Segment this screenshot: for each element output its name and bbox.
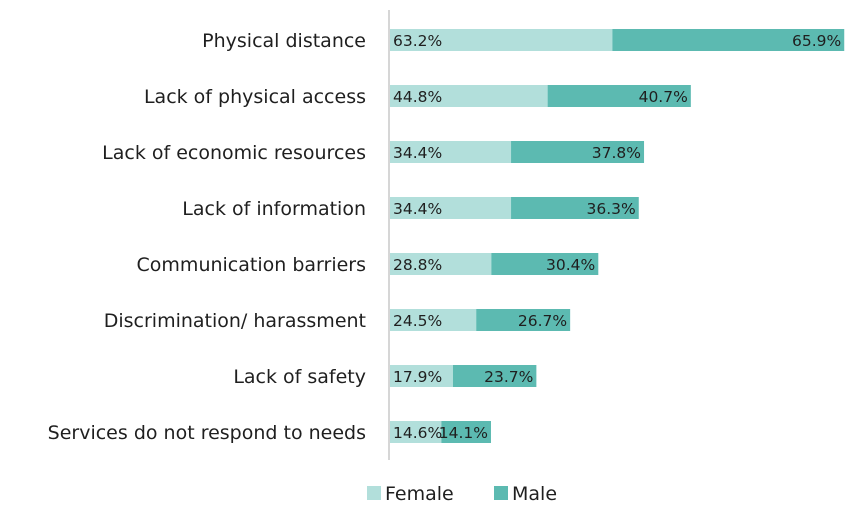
bar-female-lack-of-physical-access: [390, 85, 548, 107]
data-label-male-discrimination-harassment: 26.7%: [518, 312, 567, 330]
data-label-male-services-do-not-respond-to-needs: 14.1%: [439, 424, 488, 442]
bar-female-discrimination-harassment: [390, 309, 477, 331]
bar-female-services-do-not-respond-to-needs: [390, 421, 442, 443]
category-label-lack-of-economic-resources: Lack of economic resources: [102, 142, 366, 164]
bar-female-lack-of-information: [390, 197, 512, 219]
data-label-male-lack-of-physical-access: 40.7%: [639, 88, 688, 106]
category-label-lack-of-safety: Lack of safety: [233, 366, 366, 388]
bar-male-lack-of-safety: [452, 365, 537, 387]
data-label-female-lack-of-information: 34.4%: [393, 200, 442, 218]
data-label-male-communication-barriers: 30.4%: [546, 256, 595, 274]
legend-swatch-male: [494, 486, 508, 500]
category-label-discrimination-harassment: Discrimination/ harassment: [104, 310, 366, 332]
bar-male-lack-of-information: [511, 197, 639, 219]
legend-swatch-female: [367, 486, 381, 500]
category-label-lack-of-information: Lack of information: [182, 198, 366, 220]
bar-female-communication-barriers: [390, 253, 492, 275]
data-label-male-lack-of-safety: 23.7%: [484, 368, 533, 386]
legend-label-male: Male: [512, 483, 557, 505]
category-label-lack-of-physical-access: Lack of physical access: [144, 86, 366, 108]
category-label-physical-distance: Physical distance: [202, 30, 366, 52]
bar-female-lack-of-safety: [390, 365, 453, 387]
data-label-female-discrimination-harassment: 24.5%: [393, 312, 442, 330]
category-label-services-do-not-respond-to-needs: Services do not respond to needs: [48, 422, 366, 444]
data-label-male-physical-distance: 65.9%: [792, 32, 841, 50]
data-label-female-lack-of-economic-resources: 34.4%: [393, 144, 442, 162]
data-label-male-lack-of-economic-resources: 37.8%: [592, 144, 641, 162]
data-label-female-lack-of-physical-access: 44.8%: [393, 88, 442, 106]
legend: Female Male: [367, 483, 557, 505]
bar-male-lack-of-economic-resources: [511, 141, 645, 163]
data-label-female-physical-distance: 63.2%: [393, 32, 442, 50]
bar-male-discrimination-harassment: [476, 309, 571, 331]
bar-male-physical-distance: [612, 29, 845, 51]
category-label-communication-barriers: Communication barriers: [137, 254, 366, 276]
bar-female-physical-distance: [390, 29, 613, 51]
data-label-female-communication-barriers: 28.8%: [393, 256, 442, 274]
bar-male-services-do-not-respond-to-needs: [441, 421, 491, 443]
legend-label-female: Female: [385, 483, 454, 505]
data-label-male-lack-of-information: 36.3%: [587, 200, 636, 218]
data-label-female-lack-of-safety: 17.9%: [393, 368, 442, 386]
bar-female-lack-of-economic-resources: [390, 141, 512, 163]
data-label-female-services-do-not-respond-to-needs: 14.6%: [393, 424, 442, 442]
bar-male-lack-of-physical-access: [547, 85, 691, 107]
bar-male-communication-barriers: [491, 253, 599, 275]
